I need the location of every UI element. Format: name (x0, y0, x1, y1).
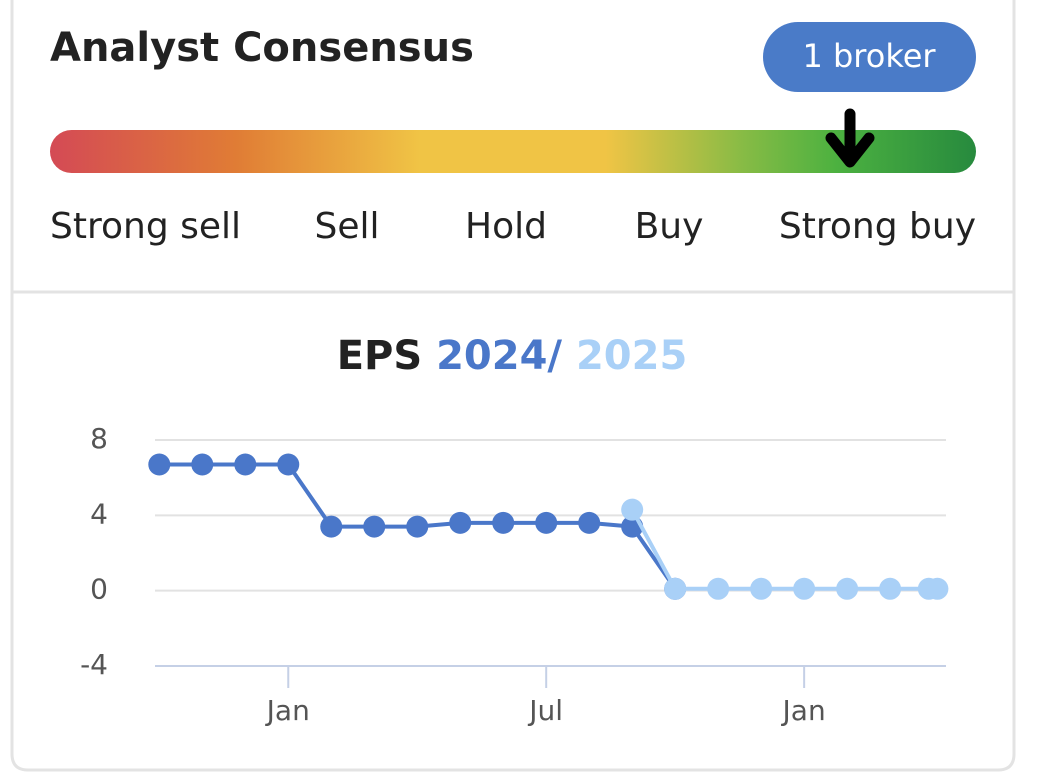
chart-title-main: EPS (337, 333, 422, 379)
legend-entry: 2025 (576, 333, 687, 379)
legend-entry: 2024 (436, 333, 547, 379)
scale-label: Sell (314, 206, 379, 247)
title-separator: / (547, 333, 562, 379)
y-tick-label: -4 (80, 648, 108, 681)
y-tick-label: 0 (90, 573, 108, 606)
y-tick-label: 8 (90, 422, 108, 455)
scale-label: Strong sell (50, 206, 241, 247)
card-title: Analyst Consensus (50, 25, 474, 71)
point (234, 453, 257, 476)
point (148, 453, 171, 476)
point (750, 577, 773, 600)
badge-text[interactable]: 1 broker (802, 37, 936, 75)
rating-arrow (825, 108, 875, 168)
scale-label: Strong buy (779, 206, 976, 247)
point (926, 577, 949, 600)
x-tick-label: Jan (265, 694, 310, 727)
x-tick-label: Jan (781, 694, 826, 727)
y-tick-label: 4 (90, 497, 108, 530)
chart-title: EPS 2024/ 2025 (337, 333, 688, 379)
point (535, 511, 558, 534)
point (320, 515, 343, 538)
scale-label: Hold (465, 206, 547, 247)
point (578, 511, 601, 534)
point (836, 577, 859, 600)
scale-label: Buy (635, 206, 704, 247)
card (10, 0, 1016, 772)
point (492, 511, 515, 534)
point (793, 577, 816, 600)
point (363, 515, 386, 538)
consensus-bar (50, 130, 976, 173)
point (621, 498, 644, 521)
point (191, 453, 214, 476)
badge[interactable] (763, 22, 976, 92)
point (277, 453, 300, 476)
point (707, 577, 730, 600)
point (406, 515, 429, 538)
x-tick-label: Jul (527, 694, 563, 727)
point (449, 511, 472, 534)
point (879, 577, 902, 600)
point (664, 577, 687, 600)
